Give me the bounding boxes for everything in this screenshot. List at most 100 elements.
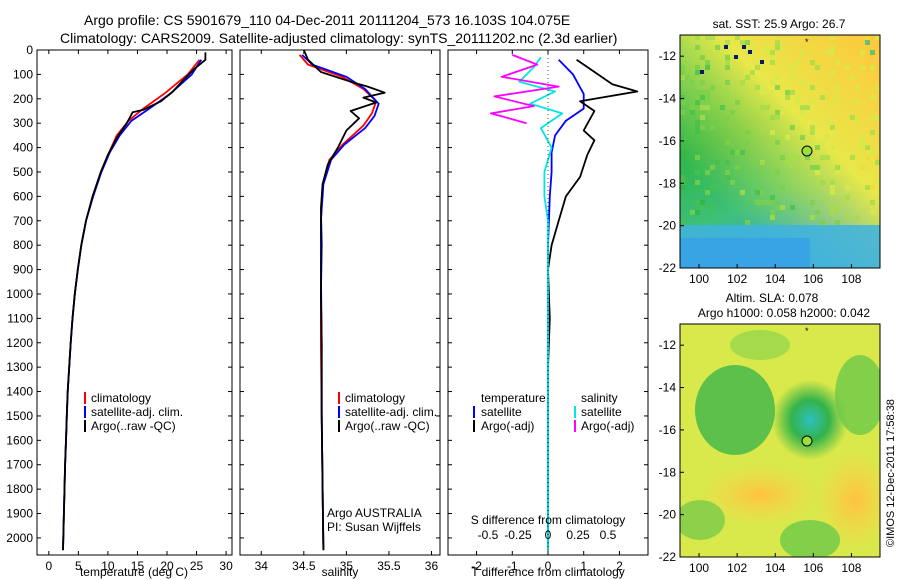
- sst-pixel: [680, 125, 685, 130]
- sst-pixel: [845, 195, 850, 200]
- sst-pixel: [775, 205, 780, 210]
- sst-pixel: [875, 155, 880, 160]
- map-y-tick-label: -22: [659, 550, 677, 564]
- sst-pixel: [735, 35, 740, 40]
- legend-header-salinity: salinity: [581, 391, 618, 405]
- y-tick-label: 1600: [6, 433, 33, 447]
- map-x-tick-label: 108: [841, 272, 861, 286]
- legend-label-sal-argo: Argo(-adj): [581, 419, 634, 433]
- sst-pixel: [700, 205, 705, 210]
- sst-missing-pixel: [700, 70, 704, 74]
- sst-pixel: [875, 195, 880, 200]
- sst-pixel: [725, 175, 730, 180]
- sst-pixel: [680, 65, 685, 70]
- sst-pixel: [695, 65, 700, 70]
- sla-green-blob: [835, 355, 880, 435]
- map-top-marker-icon: *: [805, 326, 809, 336]
- sst-pixel: [685, 75, 690, 80]
- sst-pixel: [865, 90, 870, 95]
- sst-pixel: [695, 210, 700, 215]
- map-x-tick-label: 102: [727, 561, 747, 575]
- sst-pixel: [870, 130, 875, 135]
- sst-map-axes: 100 102 104 106 108 -12 -14 -16 -18 -20 -22: [659, 49, 862, 286]
- sst-missing-pixel: [734, 55, 738, 59]
- sst-pixel: [730, 110, 735, 115]
- sst-pixel: [760, 200, 765, 205]
- x-tick-label: 36: [425, 559, 439, 573]
- sst-pixel: [870, 200, 875, 205]
- sst-pixel: [745, 220, 750, 225]
- sst-pixel: [765, 200, 770, 205]
- x-tick-label: 2: [616, 559, 623, 573]
- sst-pixel: [780, 110, 785, 115]
- sst-pixel: [775, 110, 780, 115]
- argo-position-marker: [801, 435, 813, 447]
- sst-pixel: [725, 80, 730, 85]
- sst-pixel: [785, 135, 790, 140]
- sst-missing-pixel: [748, 50, 752, 54]
- sst-pixel: [855, 120, 860, 125]
- y-tick-label: 400: [13, 141, 33, 155]
- sst-pixel: [705, 95, 710, 100]
- sst-pixel: [725, 140, 730, 145]
- sst-pixel: [705, 190, 710, 195]
- sst-missing-pixel: [760, 60, 764, 64]
- sst-pixel: [690, 80, 695, 85]
- legend-header-temperature: temperature: [481, 391, 546, 405]
- sst-pixel: [790, 125, 795, 130]
- y-tick-label: 1700: [6, 458, 33, 472]
- sst-pixel: [755, 65, 760, 70]
- sst-pixel: [780, 205, 785, 210]
- sst-pixel: [850, 115, 855, 120]
- sst-pixel: [725, 60, 730, 65]
- sst-pixel: [825, 85, 830, 90]
- y-tick-label: 1000: [6, 287, 33, 301]
- sst-pixel: [680, 175, 685, 180]
- x-tick-label: 25: [190, 559, 204, 573]
- y-tick-label: 1500: [6, 409, 33, 423]
- sst-pixel: [815, 165, 820, 170]
- sst-pixel: [860, 145, 865, 150]
- sst-pixel: [705, 90, 710, 95]
- sst-pixel: [830, 50, 835, 55]
- sst-map-cold-band-inner: [680, 238, 810, 268]
- sst-pixel: [695, 145, 700, 150]
- sla-map-title-line2: Argo h1000: 0.058 h2000: 0.042: [698, 306, 870, 320]
- sst-pixel: [875, 35, 880, 40]
- sst-pixel: [775, 115, 780, 120]
- sst-pixel: [725, 65, 730, 70]
- imos-timestamp: ©IMOS 12-Dec-2011 17:58:38: [885, 399, 897, 547]
- sst-pixel: [710, 125, 715, 130]
- sst-pixel: [845, 65, 850, 70]
- sst-pixel: [835, 205, 840, 210]
- sst-map: sat. SST: 25.9 Argo: 26.7 * 100 102 104 106…: [659, 17, 881, 286]
- sst-pixel: [695, 70, 700, 75]
- sst-pixel: [765, 45, 770, 50]
- sst-pixel: [775, 85, 780, 90]
- y-tick-label: 1800: [6, 482, 33, 496]
- sst-pixel: [860, 55, 865, 60]
- legend-label-temp-satellite: satellite: [481, 405, 522, 419]
- legend-label-sal-satellite: satellite: [581, 405, 622, 419]
- map-y-tick-label: -12: [659, 338, 677, 352]
- sst-pixel: [805, 105, 810, 110]
- sst-pixel: [830, 180, 835, 185]
- sla-map-axes: 100 102 104 106 108 -12 -14 -16 -18 -20 -22: [659, 338, 862, 575]
- y-tick-label: 1300: [6, 360, 33, 374]
- sst-pixel: [780, 155, 785, 160]
- sst-pixel: [705, 100, 710, 105]
- sst-pixel: [865, 185, 870, 190]
- sst-pixel: [700, 90, 705, 95]
- sla-warm-blob: [815, 450, 880, 550]
- sst-pixel: [870, 185, 875, 190]
- sst-pixel: [820, 220, 825, 225]
- sst-pixel: [770, 90, 775, 95]
- legend-label-temp-argo: Argo(-adj): [481, 419, 534, 433]
- sst-pixel: [835, 60, 840, 65]
- sst-pixel: [830, 45, 835, 50]
- sst-map-title: sat. SST: 25.9 Argo: 26.7: [713, 17, 846, 31]
- sst-pixel: [820, 140, 825, 145]
- sst-pixel: [760, 160, 765, 165]
- x-tick-label: 10: [101, 559, 115, 573]
